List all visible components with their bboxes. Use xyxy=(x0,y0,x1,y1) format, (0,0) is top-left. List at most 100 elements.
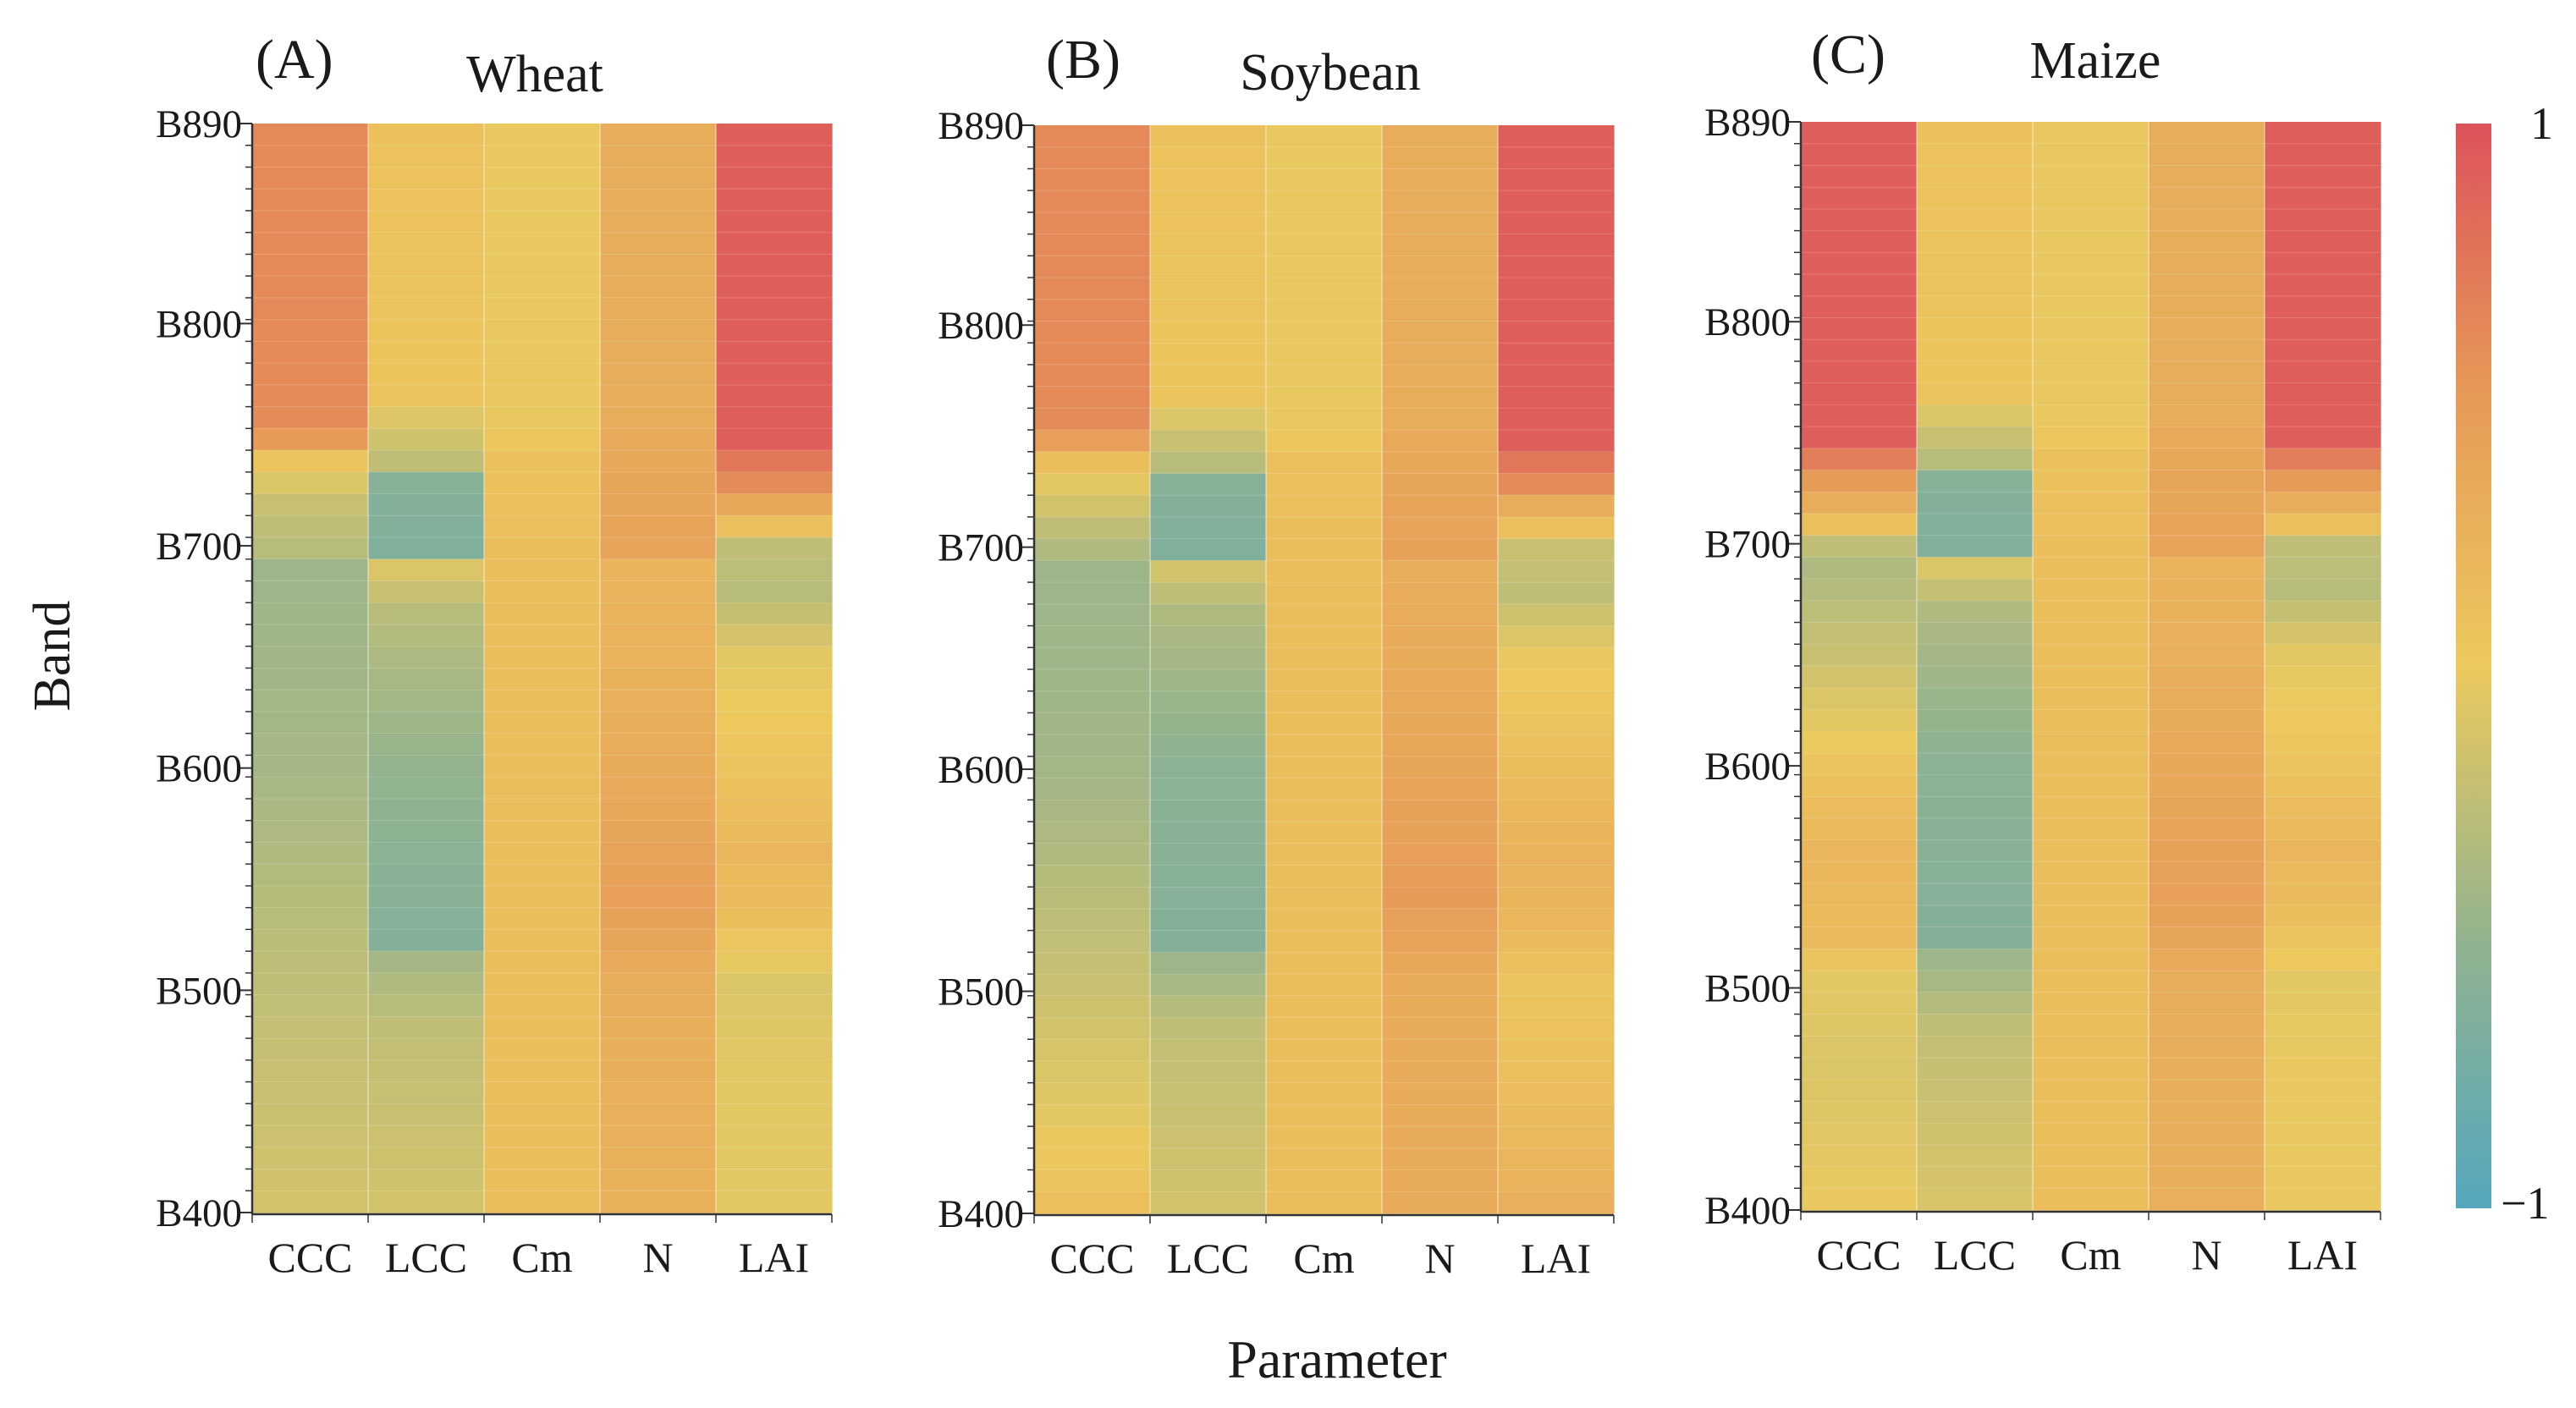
heatmap-cell xyxy=(1266,843,1383,866)
heatmap-cell xyxy=(716,428,833,451)
heatmap-cell xyxy=(368,1191,485,1213)
heatmap-cell xyxy=(1917,796,2034,819)
panel-maize: (C) Maize B890 B800 B700 B600 B500 B400 … xyxy=(1704,24,2381,1279)
heatmap-cell xyxy=(2149,143,2265,167)
heatmap-cell xyxy=(484,428,601,451)
panel-title-soybean: Soybean xyxy=(1240,44,1421,102)
heatmap-cell xyxy=(252,1191,369,1213)
heatmap-cell xyxy=(1150,146,1267,170)
heatmap-cell xyxy=(1498,625,1615,648)
heatmap-cell xyxy=(2149,208,2265,232)
heatmap-cell xyxy=(2033,448,2149,471)
heatmap-cell xyxy=(2265,317,2381,340)
heatmap-cell xyxy=(1266,560,1383,583)
heatmap-cell xyxy=(252,951,369,974)
heatmap-cell xyxy=(2033,557,2149,580)
heatmap-cell xyxy=(600,885,717,909)
heatmap-cell xyxy=(1498,1104,1615,1127)
heatmap-cell xyxy=(2149,839,2265,863)
heatmap-cell xyxy=(1382,343,1499,366)
heatmap-cell xyxy=(600,690,717,712)
heatmap-cell xyxy=(600,254,717,277)
heatmap-cell xyxy=(484,711,601,734)
heatmap-cell xyxy=(1150,386,1267,409)
heatmap-cell xyxy=(1382,908,1499,932)
heatmap-cell xyxy=(1266,451,1383,475)
heatmap-cell xyxy=(252,276,369,299)
heatmap-cell xyxy=(252,646,369,669)
heatmap-cell xyxy=(2149,883,2265,906)
heatmap-cell xyxy=(252,558,369,582)
heatmap-cell xyxy=(2149,535,2265,558)
heatmap-cell xyxy=(1498,364,1615,388)
heatmap-cell xyxy=(1150,364,1267,388)
heatmap-cell xyxy=(2265,796,2381,819)
heatmap-cell xyxy=(1034,778,1151,800)
heatmap-cell xyxy=(716,864,833,887)
y-axis-label: Band xyxy=(24,601,81,712)
heatmap-cell xyxy=(2033,382,2149,405)
heatmap-cell xyxy=(2265,208,2381,232)
heatmap-cell xyxy=(2265,579,2381,602)
colorbar: 1 −1 xyxy=(2456,98,2553,1229)
heatmap-cell xyxy=(716,297,833,321)
heatmap-cell xyxy=(2033,971,2149,993)
heatmap-cell xyxy=(1498,1017,1615,1040)
heatmap-cell xyxy=(600,646,717,669)
heatmap-cell xyxy=(252,994,369,1017)
heatmap-cell xyxy=(1266,952,1383,975)
heatmap-cell xyxy=(484,842,601,865)
heatmap-cell xyxy=(600,1059,717,1083)
heatmap-cell xyxy=(1382,256,1499,278)
heatmap-cell xyxy=(1034,343,1151,366)
heatmap-cell xyxy=(252,1103,369,1126)
heatmap-cell xyxy=(1150,908,1267,932)
heatmap-cell xyxy=(1034,408,1151,431)
heatmap-cell xyxy=(1266,865,1383,888)
y-tick-label: B800 xyxy=(156,302,242,346)
heatmap-cell xyxy=(1034,930,1151,953)
heatmap-cell xyxy=(368,167,485,190)
heatmap-cell xyxy=(600,1125,717,1148)
heatmap-cell xyxy=(1917,339,2034,362)
heatmap-cell xyxy=(2265,122,2381,145)
heatmap-cell xyxy=(716,537,833,560)
heatmap-cell xyxy=(1034,712,1151,735)
heatmap-cell xyxy=(1498,473,1615,496)
heatmap-cell xyxy=(2265,230,2381,253)
heatmap-cell xyxy=(716,711,833,734)
heatmap-cell xyxy=(1498,234,1615,256)
heatmap-cell xyxy=(2149,600,2265,624)
heatmap-cell xyxy=(1266,712,1383,735)
heatmap-cell xyxy=(484,1169,601,1191)
heatmap-cell xyxy=(1801,448,1918,471)
heatmap-cell xyxy=(1150,1082,1267,1105)
heatmap-cell xyxy=(368,1059,485,1083)
heatmap-cell xyxy=(1382,560,1499,583)
heatmap-cell xyxy=(600,515,717,538)
heatmap-cell xyxy=(2265,492,2381,514)
heatmap-cell xyxy=(1150,1039,1267,1062)
heatmap-cell xyxy=(2149,731,2265,754)
heatmap-cell xyxy=(1498,560,1615,583)
heatmap-cell xyxy=(1034,1191,1151,1214)
heatmap-cell xyxy=(2033,1101,2149,1124)
heatmap-cell xyxy=(2265,883,2381,906)
heatmap-cell xyxy=(1801,883,1918,906)
heatmap-cell xyxy=(2149,622,2265,645)
heatmap-cell xyxy=(2265,992,2381,1015)
heatmap-cell xyxy=(716,777,833,800)
heatmap-cell xyxy=(1150,952,1267,975)
heatmap-cell xyxy=(1801,143,1918,167)
heatmap-cell xyxy=(368,232,485,256)
heatmap-cell xyxy=(1382,451,1499,475)
axes-maize xyxy=(1789,121,2381,1220)
heatmap-cell xyxy=(368,798,485,822)
heatmap-cell xyxy=(2033,622,2149,645)
heatmap-cell xyxy=(1034,212,1151,235)
heatmap-cell xyxy=(1498,430,1615,453)
heatmap-cell xyxy=(484,733,601,756)
heatmap-cell xyxy=(1382,125,1499,148)
heatmap-cell xyxy=(1266,1017,1383,1040)
heatmap-cell xyxy=(1498,1169,1615,1192)
